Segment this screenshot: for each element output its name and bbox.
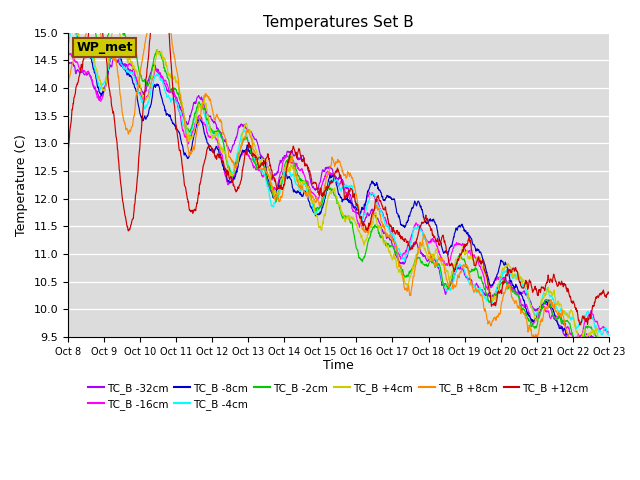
TC_B -2cm [372, 224, 380, 230]
TC_B -32cm [605, 342, 612, 348]
TC_B -2cm [605, 350, 612, 356]
TC_B +8cm [372, 204, 380, 210]
TC_B -4cm [598, 332, 605, 338]
TC_B -4cm [129, 71, 136, 76]
Text: WP_met: WP_met [76, 41, 132, 54]
TC_B -16cm [315, 195, 323, 201]
TC_B -4cm [372, 197, 380, 203]
Title: Temperatures Set B: Temperatures Set B [263, 15, 414, 30]
TC_B -16cm [294, 165, 301, 170]
TC_B -8cm [68, 22, 76, 28]
TC_B +8cm [64, 79, 72, 84]
TC_B -2cm [106, 27, 114, 33]
TC_B +8cm [294, 179, 301, 185]
TC_B +12cm [128, 218, 136, 224]
TC_B -8cm [372, 182, 380, 188]
TC_B +12cm [64, 145, 72, 151]
TC_B +4cm [315, 225, 323, 230]
TC_B +4cm [64, 37, 72, 43]
Y-axis label: Temperature (C): Temperature (C) [15, 134, 28, 236]
TC_B +12cm [315, 191, 323, 196]
TC_B +12cm [605, 290, 612, 296]
TC_B -32cm [106, 64, 114, 70]
TC_B +8cm [106, 46, 114, 51]
TC_B -16cm [64, 51, 72, 57]
TC_B -2cm [129, 39, 136, 45]
TC_B -4cm [315, 207, 323, 213]
TC_B +12cm [294, 150, 301, 156]
TC_B +12cm [576, 322, 584, 328]
Line: TC_B +4cm: TC_B +4cm [68, 22, 609, 357]
TC_B +8cm [580, 372, 588, 378]
TC_B -32cm [315, 184, 323, 190]
TC_B -4cm [64, 43, 72, 49]
TC_B +4cm [70, 19, 78, 25]
TC_B -2cm [294, 173, 301, 179]
TC_B -4cm [605, 332, 612, 337]
Line: TC_B +12cm: TC_B +12cm [68, 0, 609, 325]
TC_B -8cm [129, 77, 136, 83]
TC_B -8cm [575, 358, 582, 364]
TC_B +8cm [305, 190, 313, 195]
TC_B -4cm [67, 27, 75, 33]
TC_B +4cm [372, 212, 380, 217]
TC_B +12cm [106, 89, 114, 95]
TC_B -32cm [129, 68, 136, 73]
Line: TC_B -8cm: TC_B -8cm [68, 25, 609, 361]
TC_B -8cm [294, 190, 301, 195]
TC_B +4cm [305, 186, 313, 192]
Line: TC_B -16cm: TC_B -16cm [68, 51, 609, 340]
TC_B -4cm [294, 182, 301, 188]
TC_B -32cm [575, 350, 582, 356]
TC_B -16cm [106, 58, 114, 64]
TC_B -16cm [372, 196, 380, 202]
Legend: TC_B -32cm, TC_B -16cm, TC_B -8cm, TC_B -4cm, TC_B -2cm, TC_B +4cm, TC_B +8cm, T: TC_B -32cm, TC_B -16cm, TC_B -8cm, TC_B … [84, 379, 593, 414]
TC_B -32cm [111, 53, 118, 59]
TC_B -16cm [129, 64, 136, 70]
Line: TC_B -4cm: TC_B -4cm [68, 30, 609, 335]
TC_B +4cm [106, 42, 114, 48]
TC_B +4cm [605, 350, 612, 356]
TC_B -8cm [106, 56, 114, 61]
TC_B -2cm [315, 206, 323, 212]
TC_B -8cm [315, 212, 323, 218]
TC_B -32cm [372, 215, 380, 221]
TC_B -8cm [305, 199, 313, 204]
TC_B +4cm [294, 178, 301, 184]
TC_B -16cm [573, 337, 580, 343]
TC_B -16cm [305, 185, 313, 191]
TC_B +12cm [305, 168, 313, 174]
TC_B -16cm [111, 48, 118, 54]
TC_B -8cm [605, 357, 612, 362]
TC_B +8cm [605, 341, 612, 347]
TC_B -8cm [64, 29, 72, 35]
X-axis label: Time: Time [323, 360, 354, 372]
Line: TC_B +8cm: TC_B +8cm [68, 0, 609, 375]
TC_B -32cm [64, 61, 72, 67]
TC_B -32cm [294, 156, 301, 162]
TC_B -2cm [605, 350, 612, 356]
TC_B -32cm [305, 170, 313, 176]
TC_B +8cm [128, 124, 136, 130]
TC_B +12cm [372, 199, 380, 204]
TC_B +8cm [315, 199, 323, 205]
TC_B -4cm [106, 55, 114, 61]
TC_B -4cm [305, 191, 313, 197]
TC_B -2cm [305, 190, 313, 195]
Line: TC_B -32cm: TC_B -32cm [68, 56, 609, 353]
TC_B +4cm [129, 59, 136, 64]
TC_B -16cm [605, 331, 612, 337]
Line: TC_B -2cm: TC_B -2cm [68, 0, 609, 353]
TC_B +4cm [602, 354, 610, 360]
